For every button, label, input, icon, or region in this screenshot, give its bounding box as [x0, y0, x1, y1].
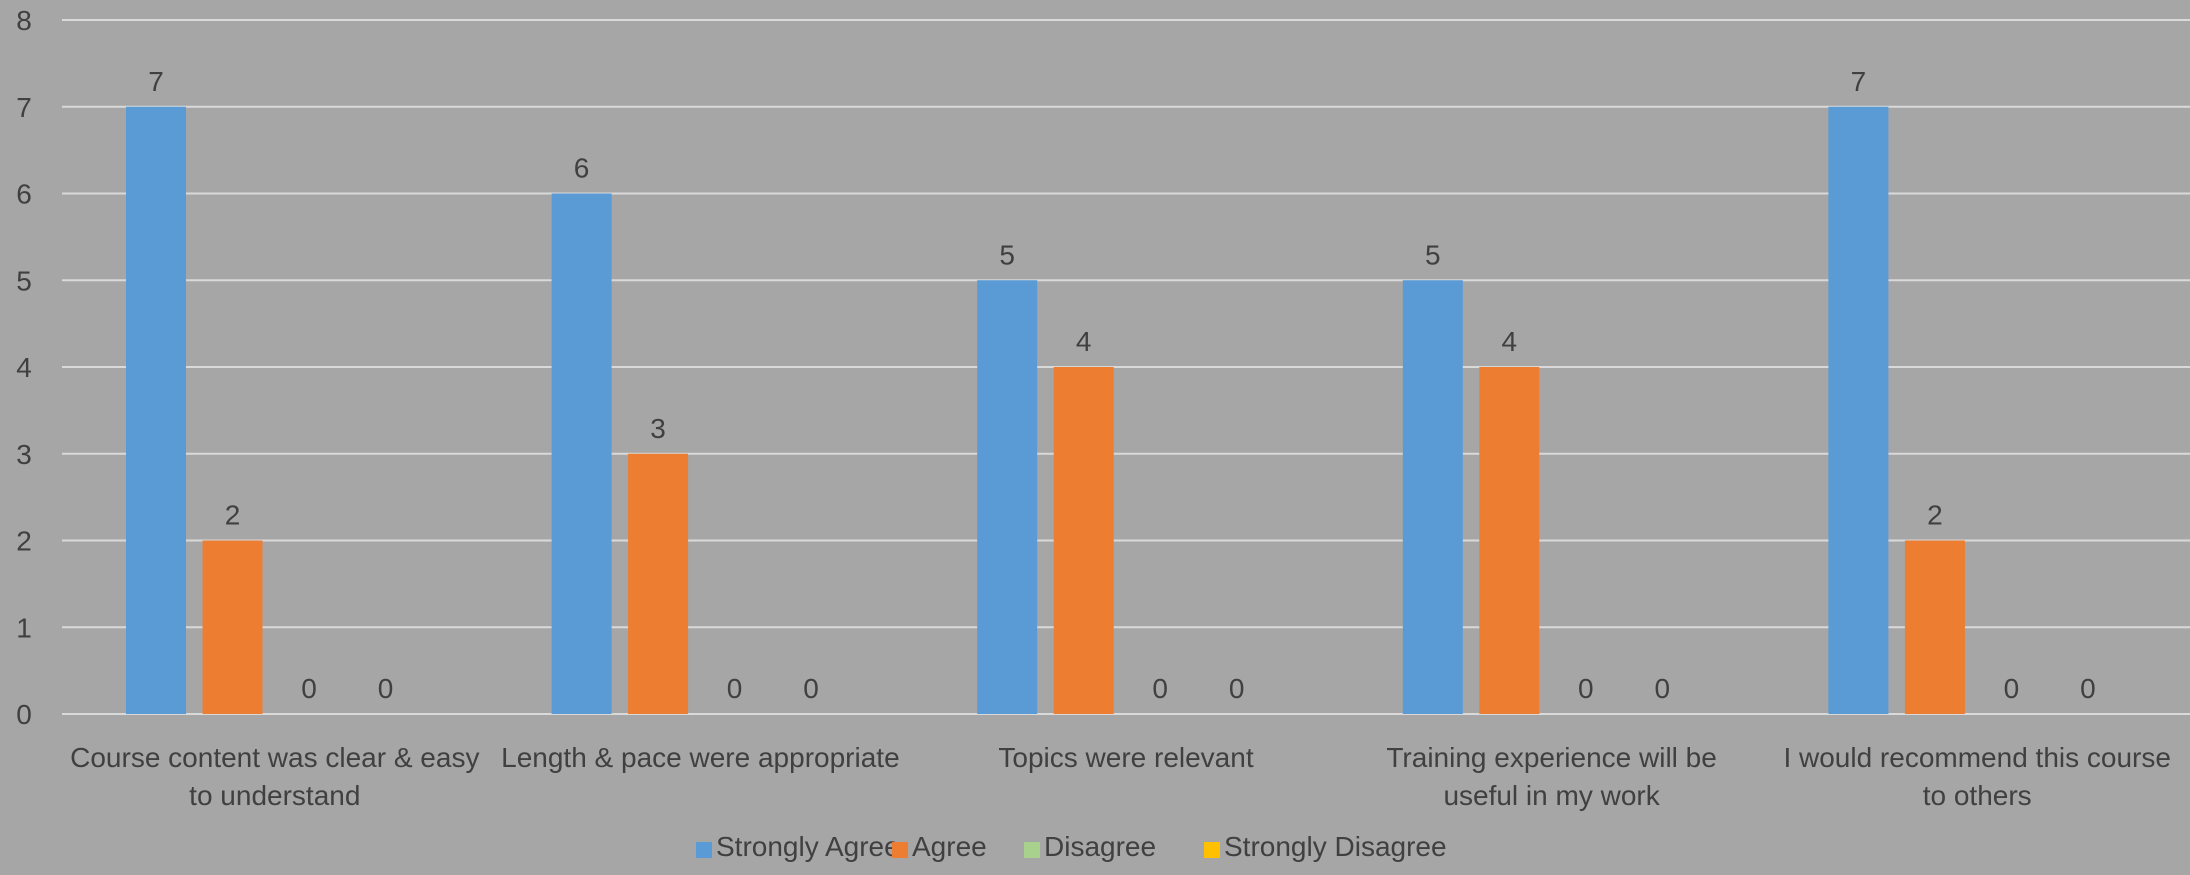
bar-agree-0 [202, 540, 263, 714]
category-label-0-line-1: to understand [189, 780, 360, 811]
data-label-agree-4: 2 [1927, 500, 1943, 531]
y-tick-label-8: 8 [16, 5, 32, 36]
data-label-strongly-agree-4: 7 [1851, 66, 1867, 97]
data-label-disagree-1: 0 [727, 673, 743, 704]
bar-agree-1 [628, 453, 689, 714]
category-label-3-line-0: Training experience will be [1386, 742, 1716, 773]
y-tick-label-6: 6 [16, 179, 32, 210]
y-tick-label-2: 2 [16, 526, 32, 557]
data-label-agree-1: 3 [650, 413, 666, 444]
legend-swatch-disagree [1024, 842, 1040, 858]
bar-agree-4 [1904, 540, 1965, 714]
legend-swatch-agree [892, 842, 908, 858]
bar-strongly-agree-3 [1402, 280, 1463, 714]
data-label-strongly-agree-1: 6 [574, 153, 590, 184]
y-tick-label-4: 4 [16, 352, 32, 383]
category-label-1-line-0: Length & pace were appropriate [501, 742, 900, 773]
data-label-disagree-4: 0 [2004, 673, 2020, 704]
bar-strongly-agree-1 [551, 193, 612, 714]
legend-label-disagree: Disagree [1044, 831, 1156, 862]
data-label-strongly-disagree-0: 0 [378, 673, 394, 704]
data-label-agree-3: 4 [1502, 326, 1518, 357]
data-label-agree-2: 4 [1076, 326, 1092, 357]
data-label-agree-0: 2 [225, 500, 241, 531]
legend-swatch-strongly-agree [696, 842, 712, 858]
y-tick-label-5: 5 [16, 265, 32, 296]
data-label-strongly-agree-0: 7 [148, 66, 164, 97]
legend-label-strongly-disagree: Strongly Disagree [1224, 831, 1447, 862]
category-label-3-line-1: useful in my work [1443, 780, 1660, 811]
bar-strongly-agree-2 [977, 280, 1038, 714]
y-tick-label-7: 7 [16, 92, 32, 123]
data-label-disagree-0: 0 [301, 673, 317, 704]
data-label-strongly-disagree-1: 0 [803, 673, 819, 704]
data-label-disagree-3: 0 [1578, 673, 1594, 704]
category-label-4-line-0: I would recommend this course [1783, 742, 2171, 773]
category-label-2-line-0: Topics were relevant [998, 742, 1253, 773]
data-label-strongly-disagree-4: 0 [2080, 673, 2096, 704]
y-tick-label-1: 1 [16, 612, 32, 643]
category-label-0-line-0: Course content was clear & easy [70, 742, 479, 773]
y-tick-label-0: 0 [16, 699, 32, 730]
data-label-strongly-disagree-3: 0 [1655, 673, 1671, 704]
data-label-strongly-agree-2: 5 [999, 239, 1015, 270]
data-label-strongly-agree-3: 5 [1425, 239, 1441, 270]
legend-swatch-strongly-disagree [1204, 842, 1220, 858]
bar-strongly-agree-0 [126, 106, 186, 714]
bar-agree-2 [1053, 367, 1114, 714]
data-label-disagree-2: 0 [1152, 673, 1168, 704]
category-label-4-line-1: to others [1923, 780, 2032, 811]
legend-label-agree: Agree [912, 831, 987, 862]
bar-strongly-agree-4 [1828, 106, 1889, 714]
data-label-strongly-disagree-2: 0 [1229, 673, 1245, 704]
bar-agree-3 [1479, 367, 1540, 714]
legend-label-strongly-agree: Strongly Agree [716, 831, 900, 862]
y-tick-label-3: 3 [16, 439, 32, 470]
